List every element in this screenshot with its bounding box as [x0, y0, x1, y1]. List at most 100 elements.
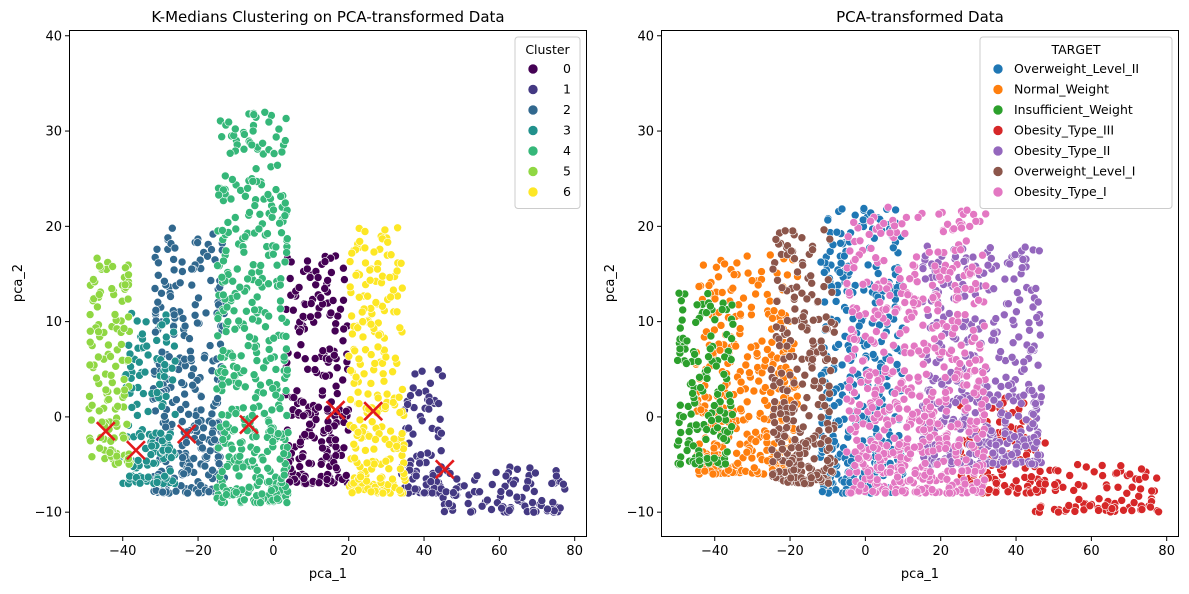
scatter-point: [832, 227, 842, 237]
scatter-point: [221, 171, 230, 181]
scatter-point: [178, 267, 187, 276]
scatter-point: [275, 404, 285, 413]
scatter-point: [825, 389, 834, 398]
scatter-point: [810, 376, 819, 386]
scatter-point: [1027, 472, 1036, 482]
x-tick-label: −40: [109, 544, 136, 559]
scatter-point: [817, 343, 827, 353]
scatter-point: [397, 429, 407, 438]
scatter-point: [880, 488, 890, 498]
scatter-point: [713, 423, 722, 433]
scatter-point: [953, 458, 963, 467]
scatter-point: [780, 431, 789, 441]
scatter-point: [850, 461, 860, 470]
scatter-point: [354, 399, 364, 408]
scatter-point: [135, 357, 144, 367]
scatter-point: [953, 293, 963, 303]
scatter-point: [347, 248, 357, 258]
scatter-point: [1037, 392, 1046, 402]
scatter-point: [117, 340, 126, 349]
scatter-point: [757, 336, 767, 346]
scatter-point: [406, 391, 415, 400]
scatter-point: [341, 406, 351, 416]
scatter-point: [164, 432, 174, 442]
scatter-point: [369, 459, 379, 469]
scatter-point: [283, 365, 292, 375]
scatter-point: [437, 428, 446, 438]
scatter-point: [344, 351, 354, 361]
scatter-point: [433, 365, 443, 375]
scatter-point: [247, 140, 257, 150]
scatter-point: [341, 471, 351, 480]
scatter-point: [160, 372, 169, 381]
scatter-point: [243, 184, 252, 193]
series-obesity-type-i: [842, 203, 991, 498]
scatter-point: [821, 312, 831, 322]
scatter-point: [1119, 505, 1128, 515]
scatter-point: [252, 292, 262, 302]
scatter-point: [281, 332, 291, 341]
scatter-point: [504, 506, 514, 515]
scatter-point: [194, 293, 203, 303]
scatter-point: [1097, 461, 1107, 470]
scatter-point: [856, 480, 866, 490]
scatter-point: [823, 354, 832, 364]
scatter-point: [164, 445, 173, 455]
scatter-point: [751, 437, 761, 446]
scatter-point: [150, 284, 160, 293]
scatter-point: [1001, 372, 1011, 382]
legend-label: 6: [563, 184, 571, 199]
scatter-point: [289, 393, 299, 402]
scatter-point: [673, 356, 682, 365]
scatter-point: [826, 317, 836, 327]
legend-marker: [992, 104, 1004, 116]
scatter-point: [140, 367, 150, 377]
scatter-point: [208, 418, 217, 428]
scatter-point: [1005, 259, 1015, 269]
scatter-point: [962, 380, 972, 390]
scatter-point: [420, 488, 429, 498]
scatter-point: [1085, 501, 1095, 511]
scatter-point: [273, 429, 283, 438]
scatter-point: [849, 388, 859, 397]
scatter-point: [355, 237, 365, 246]
scatter-point: [463, 499, 473, 508]
series-4: [212, 108, 293, 507]
scatter-point: [741, 360, 751, 370]
scatter-point: [1113, 482, 1123, 492]
scatter-point: [816, 412, 826, 422]
scatter-point: [252, 445, 262, 454]
scatter-point: [1127, 506, 1137, 515]
scatter-point: [1029, 409, 1038, 419]
scatter-point: [295, 462, 305, 471]
scatter-point: [942, 474, 952, 484]
scatter-point: [910, 469, 920, 478]
scatter-point: [285, 274, 295, 283]
scatter-point: [210, 435, 219, 445]
scatter-point: [250, 201, 260, 210]
scatter-point: [331, 381, 341, 391]
chart-left-ylabel: pca_2: [11, 264, 26, 302]
scatter-point: [360, 227, 370, 236]
scatter-point: [113, 401, 122, 411]
scatter-point: [133, 411, 142, 420]
scatter-point: [182, 438, 191, 447]
scatter-point: [971, 355, 980, 365]
scatter-point: [727, 422, 736, 431]
scatter-point: [782, 423, 791, 432]
scatter-point: [277, 313, 287, 323]
scatter-point: [819, 268, 829, 277]
scatter-point: [910, 442, 919, 452]
scatter-point: [231, 124, 240, 134]
scatter-point: [221, 419, 231, 429]
scatter-point: [436, 446, 446, 456]
scatter-point: [340, 275, 349, 284]
scatter-point: [268, 249, 278, 259]
scatter-point: [95, 406, 104, 416]
legend-marker: [992, 125, 1004, 136]
scatter-point: [331, 463, 341, 473]
scatter-point: [181, 400, 191, 409]
scatter-point: [249, 110, 259, 119]
chart-left-title: K-Medians Clustering on PCA-transformed …: [151, 8, 504, 26]
scatter-point: [248, 177, 258, 186]
